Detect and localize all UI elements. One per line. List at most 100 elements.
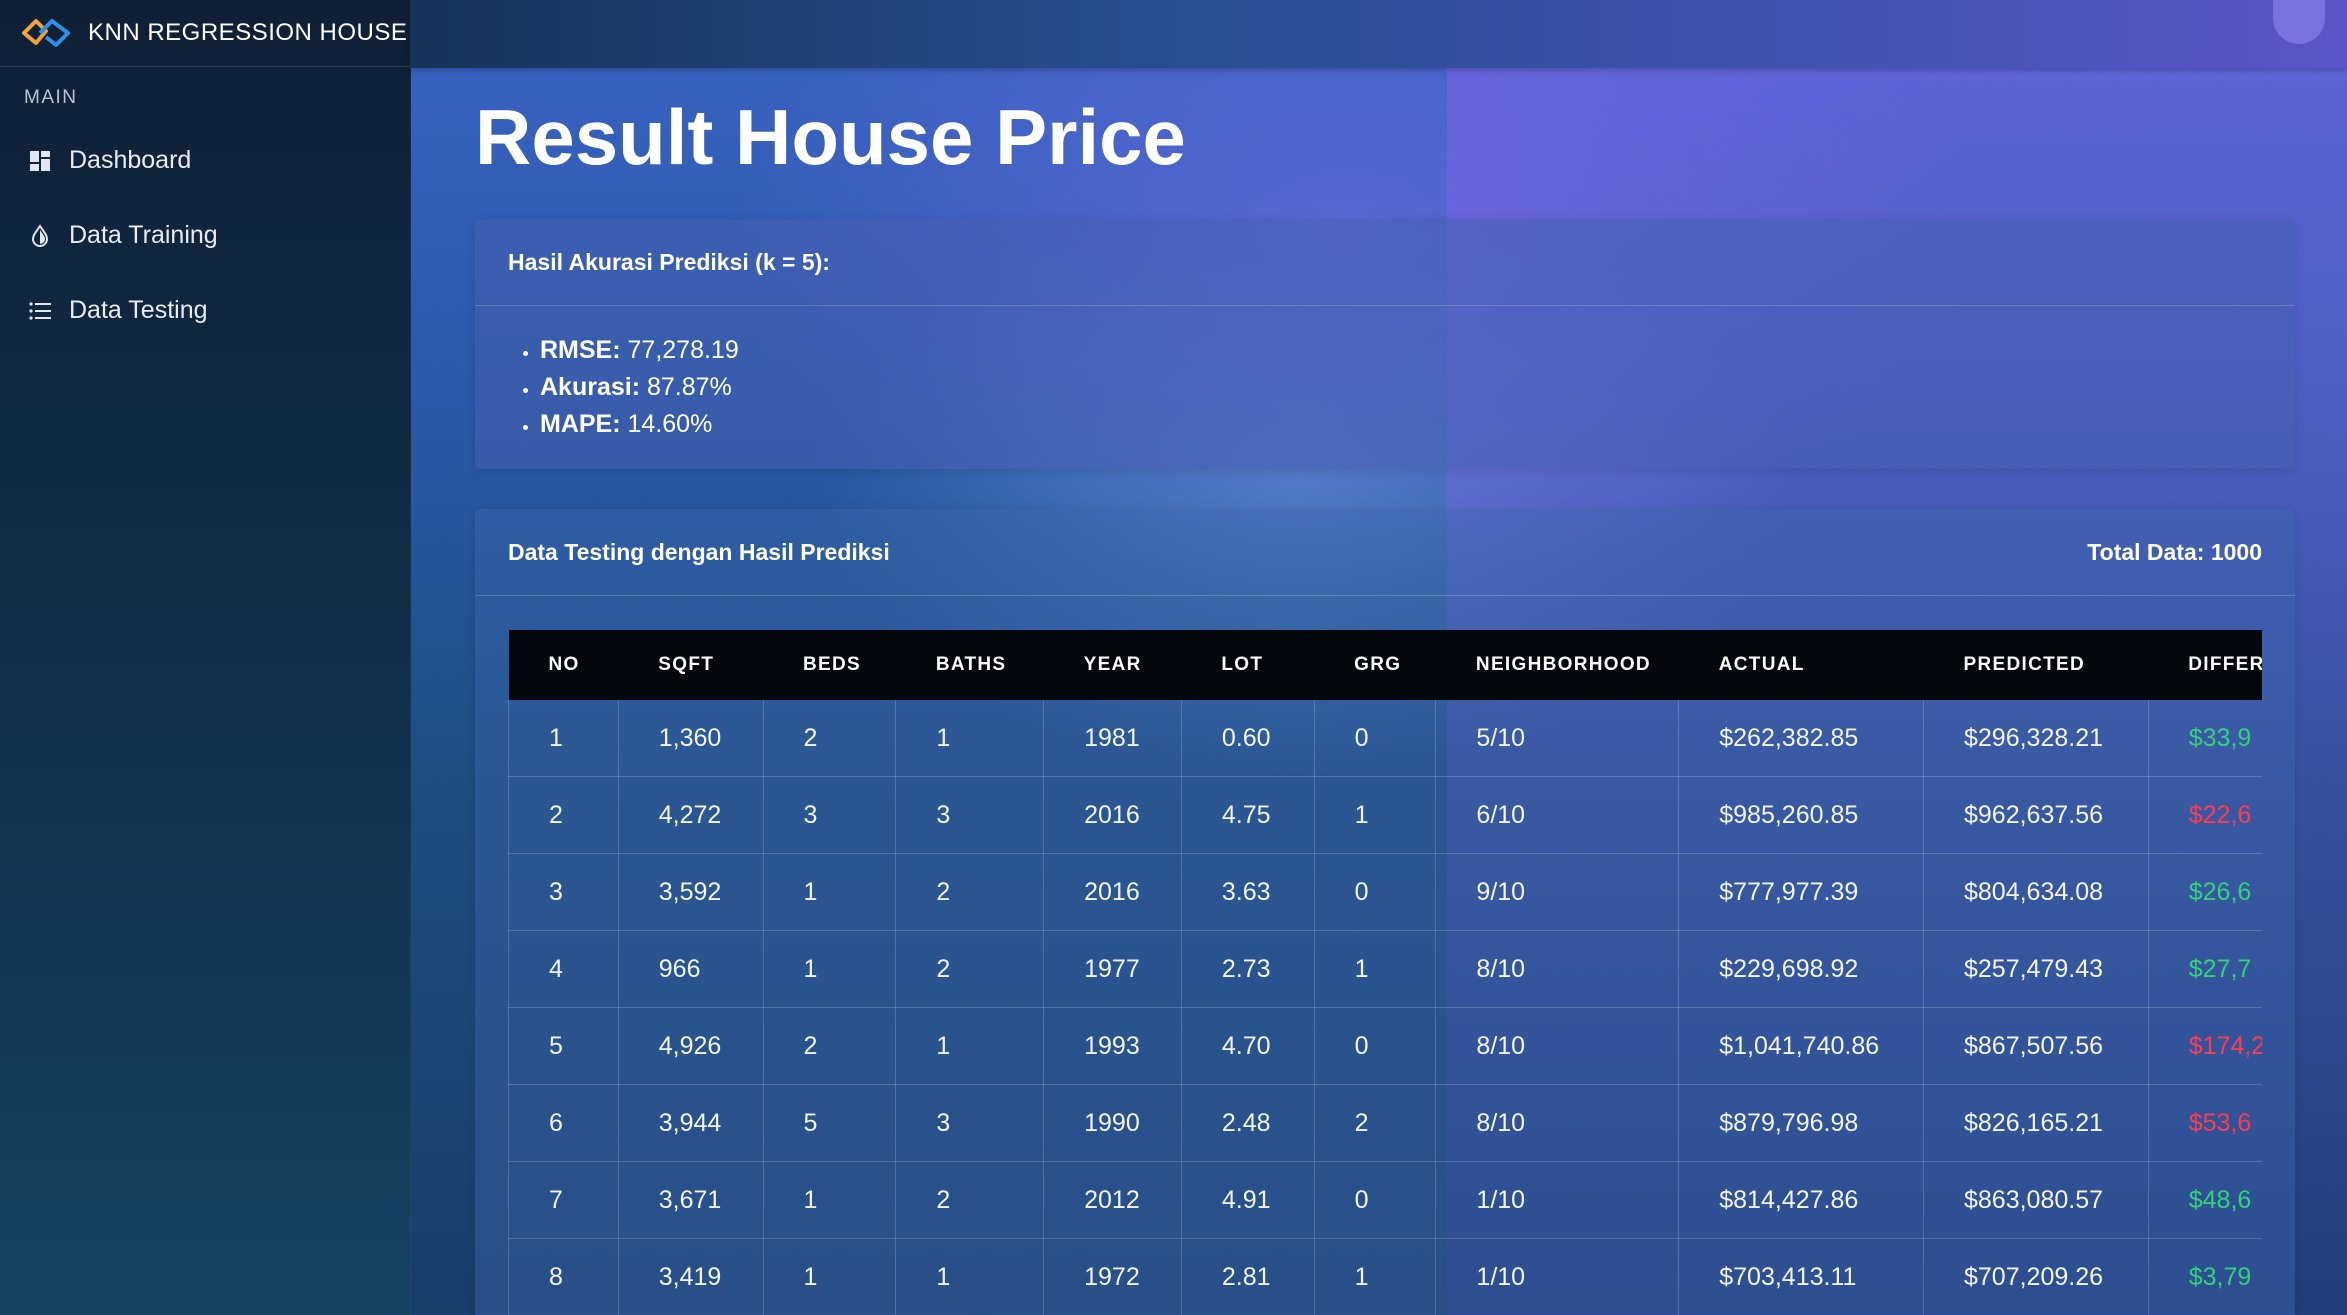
metric-label: RMSE: xyxy=(540,336,621,364)
cell-predicted: $804,634.08 xyxy=(1923,853,2149,931)
column-header-lot[interactable]: LOT xyxy=(1181,630,1315,700)
cell-grg: 1 xyxy=(1314,776,1437,854)
table-row: 4 966 1 2 1977 2.73 1 8/10 $229,698.92 $257,479.4… xyxy=(508,930,2262,1008)
cell-baths: 3 xyxy=(895,776,1045,854)
accuracy-card-title: Hasil Akurasi Prediksi (k = 5): xyxy=(508,248,830,275)
table-row: 8 3,419 1 1 1972 2.81 1 1/10 $703,413.11 $707,209… xyxy=(508,1238,2262,1315)
table-row: 3 3,592 1 2 2016 3.63 0 9/10 $777,977.39 $804,634… xyxy=(508,853,2262,931)
cell-lot: 3.63 xyxy=(1181,853,1315,931)
cell-actual: $703,413.11 xyxy=(1678,1238,1924,1315)
metrics-list: RMSE: 77,278.19 Akurasi: 87.87% MAPE: 14… xyxy=(475,306,2295,443)
cell-actual: $814,427.86 xyxy=(1678,1161,1924,1239)
column-header-baths[interactable]: BATHS xyxy=(895,630,1044,700)
cell-sqft: 3,419 xyxy=(618,1238,764,1315)
cell-actual: $229,698.92 xyxy=(1678,930,1924,1008)
testing-card-title: Data Testing dengan Hasil Prediksi xyxy=(508,538,890,565)
cell-beds: 5 xyxy=(763,1084,897,1162)
sidebar-nav: Dashboard Data Training xyxy=(0,123,410,348)
cell-beds: 1 xyxy=(763,930,897,1008)
metric-rmse: RMSE: 77,278.19 xyxy=(540,332,2295,369)
cell-year: 2016 xyxy=(1043,776,1182,854)
cell-sqft: 3,592 xyxy=(618,853,764,931)
cell-baths: 2 xyxy=(895,853,1045,931)
cell-sqft: 1,360 xyxy=(618,700,764,777)
metric-label: Akurasi: xyxy=(540,373,641,401)
table-body: 1 1,360 2 1 1981 0.60 0 5/10 $262,382.85 $296,328… xyxy=(508,700,2262,1315)
topbar xyxy=(410,0,2347,68)
cell-predicted: $826,165.21 xyxy=(1923,1084,2149,1162)
cell-baths: 1 xyxy=(895,700,1045,777)
cell-difference: $27,7 xyxy=(2148,930,2262,1008)
column-header-beds[interactable]: BEDS xyxy=(763,630,896,700)
cell-sqft: 3,671 xyxy=(618,1161,764,1239)
brand-title: KNN REGRESSION HOUSE xyxy=(88,19,408,46)
sidebar-item-label: Dashboard xyxy=(69,146,192,174)
cell-grg: 2 xyxy=(1314,1084,1437,1162)
cell-baths: 3 xyxy=(895,1084,1045,1162)
table-row: 1 1,360 2 1 1981 0.60 0 5/10 $262,382.85 $296,328… xyxy=(508,700,2262,777)
brand[interactable]: KNN REGRESSION HOUSE xyxy=(0,0,410,67)
cell-predicted: $962,637.56 xyxy=(1923,776,2149,854)
metric-value: 14.60% xyxy=(627,410,713,438)
cell-actual: $1,041,740.86 xyxy=(1678,1007,1924,1085)
cell-difference: $53,6 xyxy=(2148,1084,2262,1162)
cell-grg: 1 xyxy=(1314,1238,1437,1315)
cell-sqft: 4,926 xyxy=(618,1007,764,1085)
cell-beds: 1 xyxy=(763,1238,897,1315)
results-table-scroll[interactable]: NO SQFT BEDS BATHS YEAR LOT GRG NEIGHBOR… xyxy=(508,630,2262,1315)
accuracy-card: Hasil Akurasi Prediksi (k = 5): RMSE: 77… xyxy=(475,219,2295,469)
cell-predicted: $863,080.57 xyxy=(1923,1161,2149,1239)
cell-difference: $22,6 xyxy=(2148,776,2262,854)
column-header-actual[interactable]: ACTUAL xyxy=(1678,630,1924,700)
sidebar-item-label: Data Testing xyxy=(69,296,208,324)
column-header-difference[interactable]: DIFFER xyxy=(2148,630,2262,700)
cell-predicted: $867,507.56 xyxy=(1923,1007,2149,1085)
column-header-neighborhood[interactable]: NEIGHBORHOOD xyxy=(1435,630,1679,700)
cell-lot: 4.70 xyxy=(1181,1007,1315,1085)
cell-beds: 1 xyxy=(763,853,897,931)
metric-value: 77,278.19 xyxy=(627,336,739,364)
cell-predicted: $707,209.26 xyxy=(1923,1238,2149,1315)
column-header-grg[interactable]: GRG xyxy=(1314,630,1436,700)
cell-year: 2016 xyxy=(1043,853,1182,931)
table-header-row: NO SQFT BEDS BATHS YEAR LOT GRG NEIGHBOR… xyxy=(508,630,2262,700)
sidebar-item-data-testing[interactable]: Data Testing xyxy=(0,273,410,348)
cell-no: 4 xyxy=(508,930,619,1008)
cell-lot: 4.75 xyxy=(1181,776,1315,854)
cell-grg: 0 xyxy=(1314,1161,1437,1239)
column-header-year[interactable]: YEAR xyxy=(1043,630,1182,700)
avatar[interactable] xyxy=(2273,0,2325,44)
cell-neighborhood: 1/10 xyxy=(1435,1238,1680,1315)
cell-difference: $3,79 xyxy=(2148,1238,2262,1315)
column-header-predicted[interactable]: PREDICTED xyxy=(1923,630,2149,700)
table-row: 7 3,671 1 2 2012 4.91 0 1/10 $814,427.86 $863,080… xyxy=(508,1161,2262,1239)
cell-sqft: 3,944 xyxy=(618,1084,764,1162)
cell-predicted: $257,479.43 xyxy=(1923,930,2149,1008)
metric-label: MAPE: xyxy=(540,410,621,438)
cell-grg: 1 xyxy=(1314,930,1437,1008)
table-row: 6 3,944 5 3 1990 2.48 2 8/10 $879,796.98 $826,165… xyxy=(508,1084,2262,1162)
sidebar-item-dashboard[interactable]: Dashboard xyxy=(0,123,410,198)
cell-difference: $48,6 xyxy=(2148,1161,2262,1239)
cell-neighborhood: 5/10 xyxy=(1435,700,1680,777)
cell-beds: 1 xyxy=(763,1161,897,1239)
column-header-sqft[interactable]: SQFT xyxy=(618,630,764,700)
table-row: 5 4,926 2 1 1993 4.70 0 8/10 $1,041,740.86 $867,5… xyxy=(508,1007,2262,1085)
sidebar-item-data-training[interactable]: Data Training xyxy=(0,198,410,273)
testing-card: Data Testing dengan Hasil Prediksi Total… xyxy=(475,509,2295,1315)
cell-no: 3 xyxy=(508,853,619,931)
cell-baths: 2 xyxy=(895,930,1045,1008)
cell-year: 2012 xyxy=(1043,1161,1182,1239)
total-data-count: Total Data: 1000 xyxy=(2087,538,2262,565)
cell-no: 6 xyxy=(508,1084,619,1162)
cell-grg: 0 xyxy=(1314,700,1437,777)
cell-lot: 0.60 xyxy=(1181,700,1315,777)
cell-difference: $26,6 xyxy=(2148,853,2262,931)
cell-actual: $879,796.98 xyxy=(1678,1084,1924,1162)
cell-year: 1977 xyxy=(1043,930,1182,1008)
column-header-no[interactable]: NO xyxy=(508,630,619,700)
results-table: NO SQFT BEDS BATHS YEAR LOT GRG NEIGHBOR… xyxy=(508,630,2262,1315)
cell-baths: 2 xyxy=(895,1161,1045,1239)
cell-year: 1981 xyxy=(1043,700,1182,777)
cell-neighborhood: 1/10 xyxy=(1435,1161,1680,1239)
